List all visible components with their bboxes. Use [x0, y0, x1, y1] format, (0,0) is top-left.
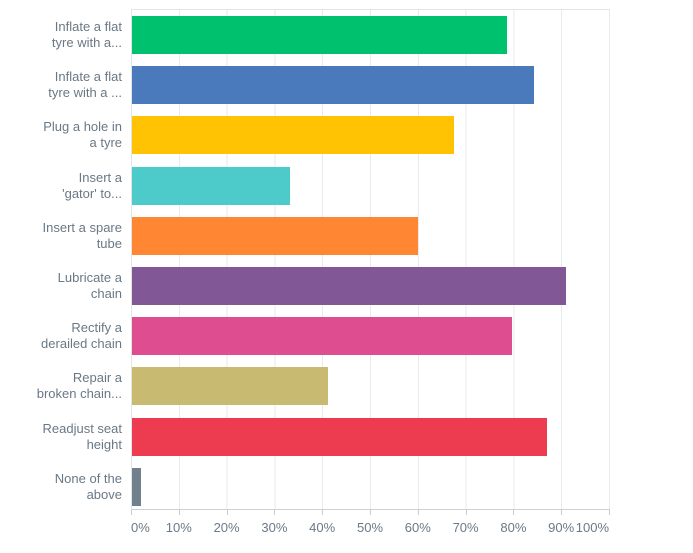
category-label: Inflate a flat tyre with a ... — [0, 69, 122, 101]
category-label: Rectify a derailed chain — [0, 320, 122, 352]
x-axis-tick — [131, 510, 132, 515]
x-axis-tick — [322, 510, 324, 515]
category-label-line: Insert a — [78, 169, 122, 185]
x-axis-tick — [465, 510, 467, 515]
category-label-line: Inflate a flat — [54, 19, 122, 34]
category-label-line: height — [86, 436, 122, 452]
category-label: Readjust seat height — [0, 420, 123, 453]
x-axis-tick-label: 90% — [548, 520, 575, 535]
bar — [132, 267, 566, 305]
x-axis-tick — [178, 510, 180, 515]
category-label-line: Inflate a flat — [54, 69, 122, 85]
category-label: Repair a broken chain... — [0, 370, 122, 402]
category-label-line: derailed chain — [41, 336, 122, 352]
category-label-line: Lubricate a — [57, 270, 122, 285]
bar — [132, 467, 141, 506]
category-label-line: tube — [96, 235, 122, 251]
x-axis-tick-label: 100% — [575, 520, 609, 535]
x-axis-tick-label: 40% — [309, 520, 336, 535]
category-label-line: a tyre — [89, 135, 122, 151]
category-label-line: Repair a — [72, 370, 122, 386]
x-axis-tick — [274, 510, 276, 515]
x-axis-tick-label: 10% — [165, 520, 192, 535]
category-label: Lubricate a chain — [0, 270, 122, 302]
plot-area — [131, 9, 610, 510]
category-label-line: Readjust seat — [42, 420, 123, 436]
category-label: Insert a'gator' to... — [0, 170, 122, 202]
bar — [132, 116, 454, 155]
category-label-line: above — [86, 486, 122, 502]
category-label-line: broken chain... — [36, 386, 122, 402]
x-axis-tick — [561, 510, 563, 515]
x-axis-tick-label: 60% — [404, 520, 431, 535]
x-axis-tick — [370, 510, 371, 515]
bar — [132, 317, 512, 356]
category-label-line: Insert a spare — [42, 219, 123, 235]
category-label: Inflate a flat tyre with a... — [0, 19, 122, 51]
x-axis-tick — [417, 510, 419, 515]
category-label: None of the above — [0, 471, 122, 503]
category-label: Insert a spare tube — [0, 219, 123, 252]
bar — [132, 66, 534, 105]
x-axis-tick-label: 80% — [500, 520, 527, 535]
x-axis-tick — [609, 510, 610, 515]
bar — [132, 166, 290, 205]
category-label-line: tyre with a ... — [48, 85, 122, 101]
category-label-line: 'gator' to... — [62, 185, 122, 201]
bar — [132, 367, 328, 406]
category-label-line: Plug a hole in — [43, 119, 122, 135]
x-axis-tick-label: 50% — [356, 520, 384, 535]
bar — [132, 417, 547, 456]
category-label-line: None of the — [54, 470, 122, 486]
category-label-line: chain — [90, 286, 122, 301]
category-label: Plug a hole in a tyre — [0, 119, 122, 151]
category-label-line: tyre with a... — [51, 35, 122, 50]
x-axis-tick-label: 20% — [213, 520, 240, 535]
x-axis-tick-label: 30% — [261, 520, 288, 535]
x-axis-tick-label: 70% — [452, 520, 479, 535]
x-axis-tick — [513, 510, 515, 515]
bar — [132, 216, 418, 255]
bar — [132, 16, 508, 54]
x-axis-tick-label: 0% — [131, 520, 150, 535]
x-axis-tick — [226, 510, 228, 515]
category-label-line: Rectify a — [71, 320, 122, 336]
